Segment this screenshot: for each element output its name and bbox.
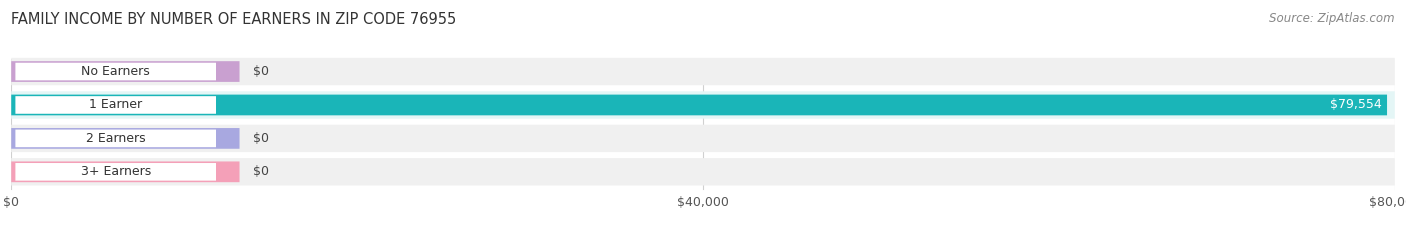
FancyBboxPatch shape <box>15 63 217 80</box>
Text: FAMILY INCOME BY NUMBER OF EARNERS IN ZIP CODE 76955: FAMILY INCOME BY NUMBER OF EARNERS IN ZI… <box>11 12 457 27</box>
Text: $0: $0 <box>253 65 270 78</box>
Text: $0: $0 <box>253 132 270 145</box>
Text: No Earners: No Earners <box>82 65 150 78</box>
FancyBboxPatch shape <box>15 96 217 114</box>
Text: 3+ Earners: 3+ Earners <box>80 165 150 178</box>
FancyBboxPatch shape <box>11 58 1395 85</box>
FancyBboxPatch shape <box>11 128 239 149</box>
Text: 2 Earners: 2 Earners <box>86 132 145 145</box>
FancyBboxPatch shape <box>11 95 1388 115</box>
Text: Source: ZipAtlas.com: Source: ZipAtlas.com <box>1270 12 1395 25</box>
FancyBboxPatch shape <box>15 163 217 181</box>
FancyBboxPatch shape <box>11 161 239 182</box>
Text: $79,554: $79,554 <box>1330 99 1382 111</box>
FancyBboxPatch shape <box>11 158 1395 186</box>
Text: $0: $0 <box>253 165 270 178</box>
Text: 1 Earner: 1 Earner <box>89 99 142 111</box>
FancyBboxPatch shape <box>11 91 1395 119</box>
FancyBboxPatch shape <box>15 130 217 147</box>
FancyBboxPatch shape <box>11 61 239 82</box>
FancyBboxPatch shape <box>11 125 1395 152</box>
